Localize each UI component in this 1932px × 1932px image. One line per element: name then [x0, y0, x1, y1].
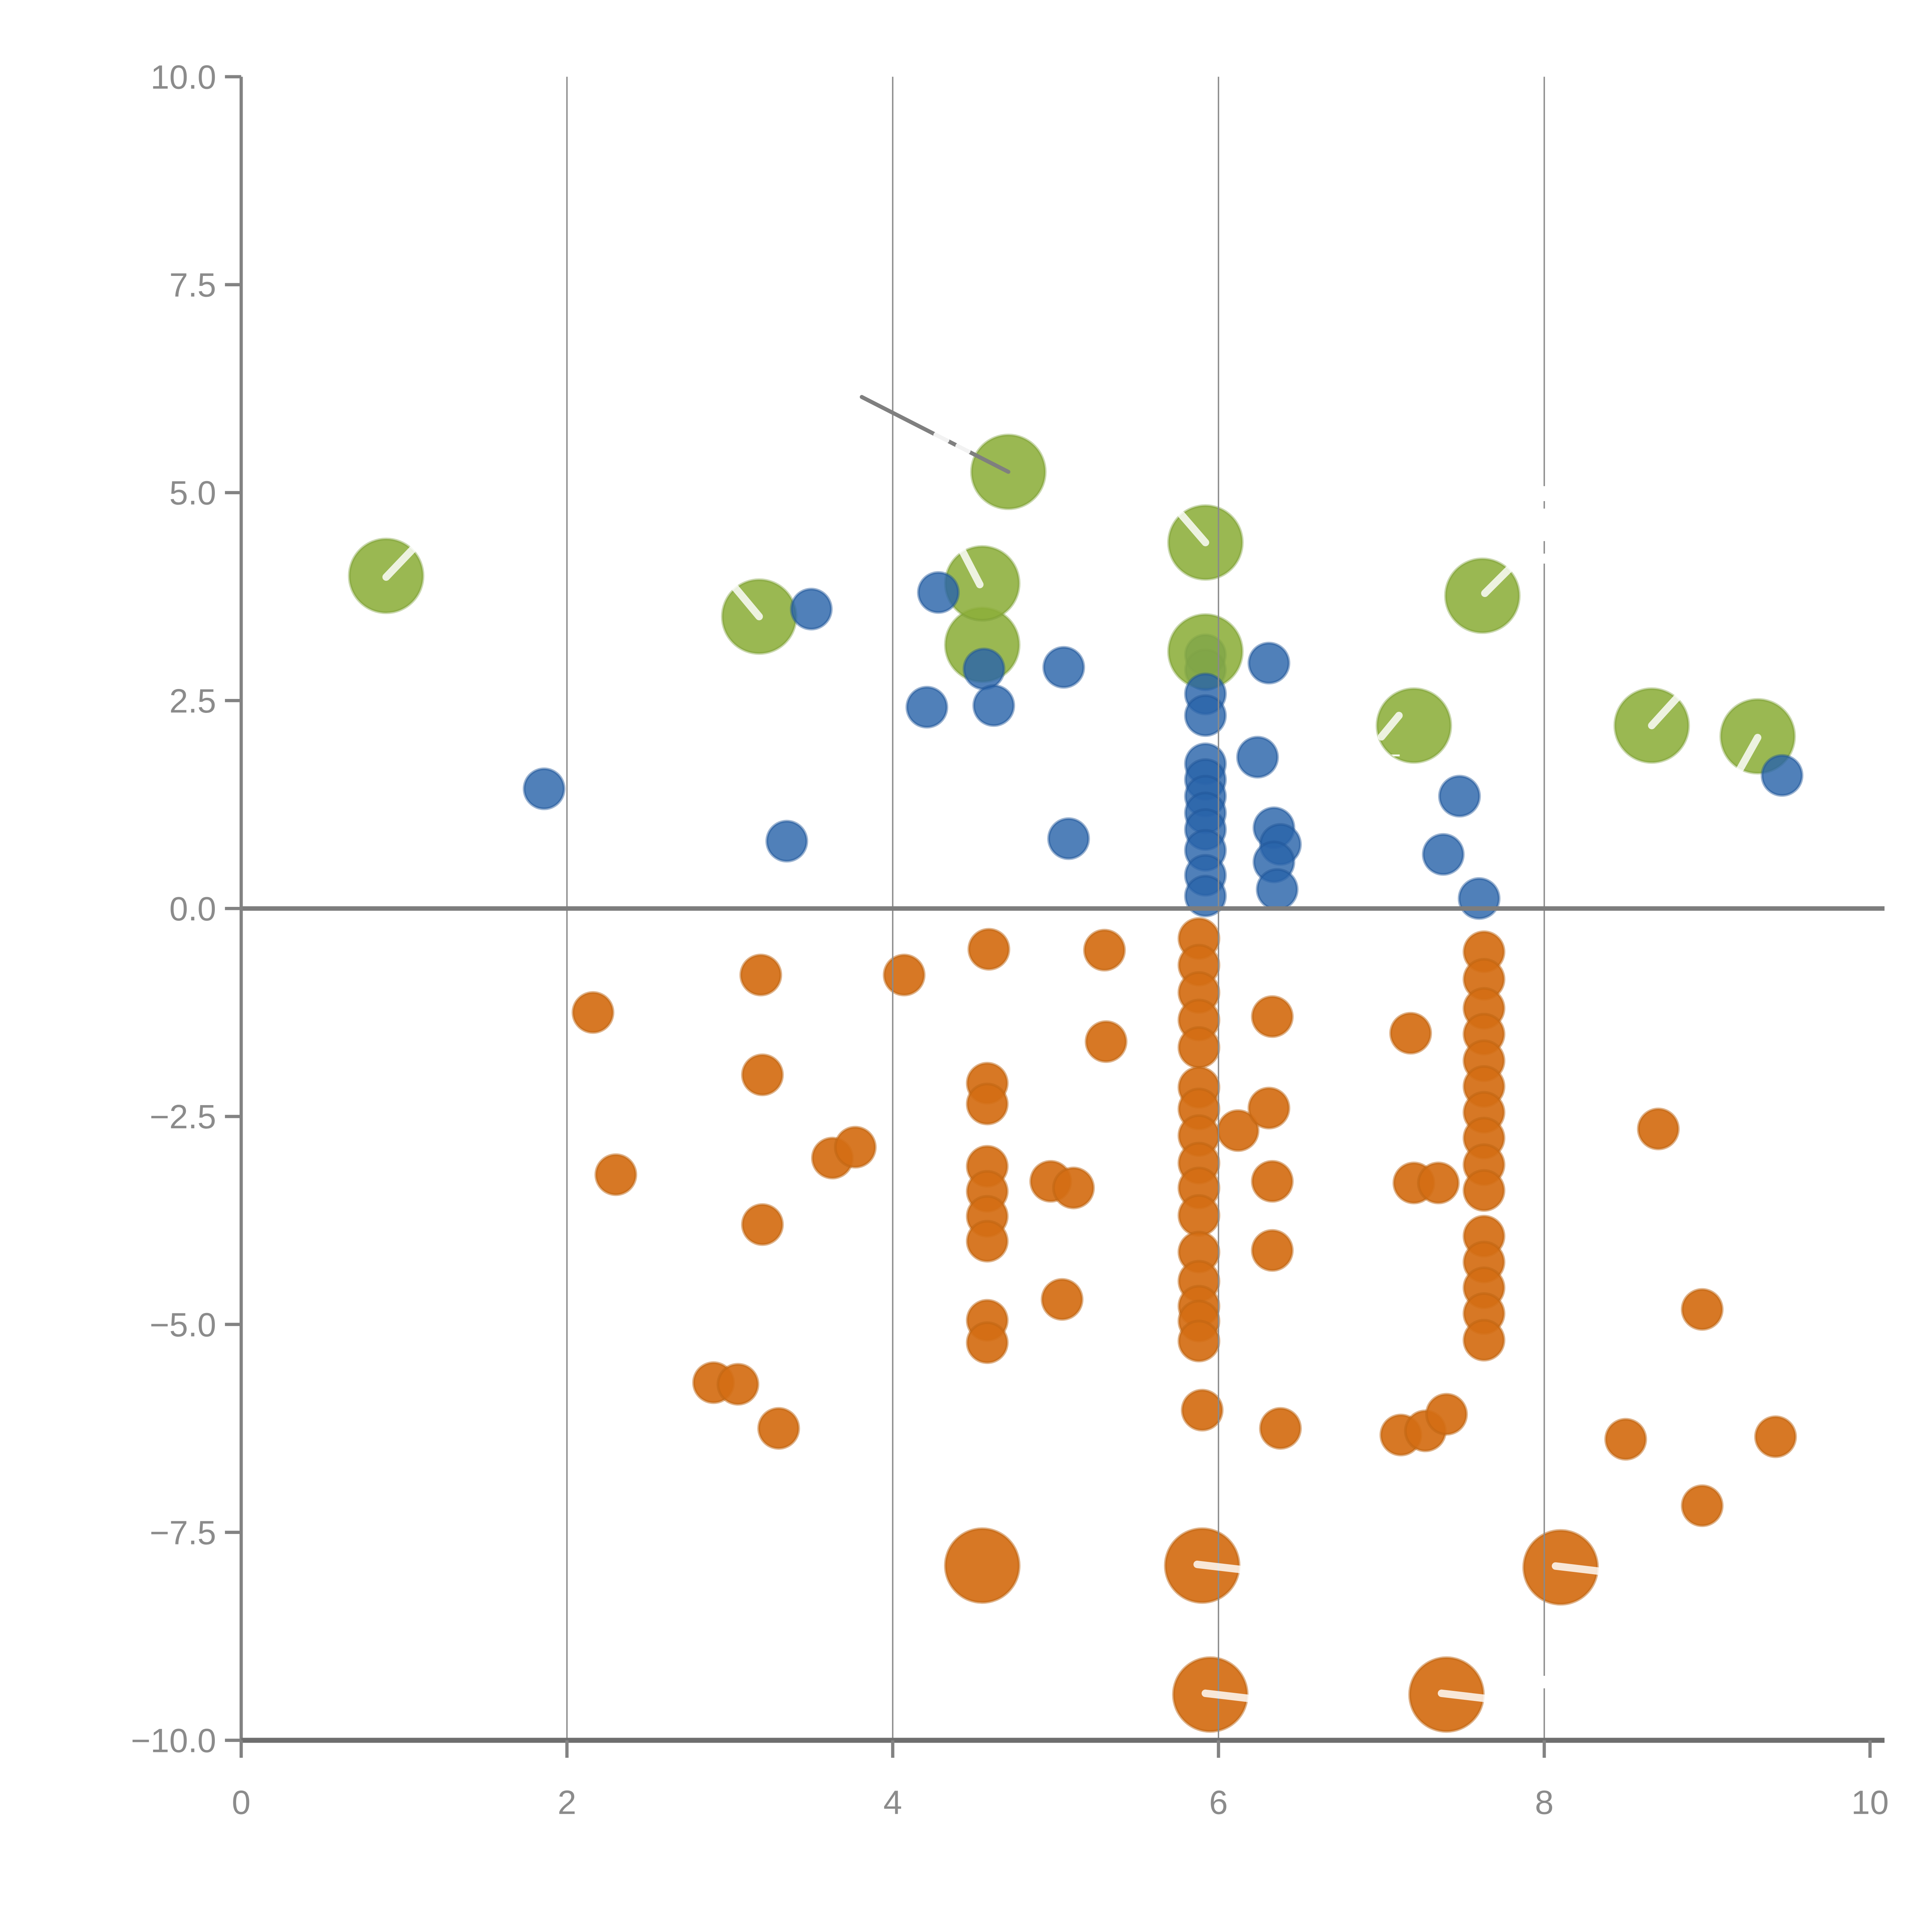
data-point-orange: [741, 1203, 784, 1246]
y-tick-label: 5.0: [169, 474, 216, 512]
y-tick-label: 2.5: [169, 682, 216, 720]
data-point-orange: [1417, 1162, 1460, 1204]
data-point-blue: [1422, 833, 1465, 876]
data-point-orange: [1604, 1418, 1647, 1461]
data-point-blue: [765, 820, 808, 863]
data-point-green-large: [1376, 687, 1452, 764]
data-point-orange: [1251, 1160, 1294, 1203]
x-tick-label: 4: [883, 1784, 902, 1821]
white-slash-mark: [958, 547, 984, 588]
data-point-blue: [1236, 736, 1279, 779]
data-point-orange: [834, 1126, 877, 1169]
y-tick-label: 0.0: [169, 890, 216, 928]
data-point-orange: [594, 1153, 638, 1196]
white-slash-mark: [1201, 1689, 1252, 1702]
data-point-orange: [1425, 1393, 1468, 1436]
data-point-blue: [1247, 641, 1291, 685]
white-slash-mark: [1437, 1689, 1488, 1702]
data-point-blue: [522, 767, 566, 810]
data-point-blue: [1047, 817, 1090, 860]
data-point-orange: [757, 1407, 800, 1450]
data-point-blue: [1256, 868, 1299, 911]
white-gap-on-annotation-line: [955, 442, 971, 455]
data-point-orange: [1177, 1026, 1221, 1069]
data-point-orange: [1177, 1320, 1221, 1362]
data-point-blue: [917, 571, 960, 614]
x-tick-label: 0: [232, 1784, 251, 1821]
white-slash-mark: [1552, 1562, 1602, 1575]
data-point-orange: [1041, 1278, 1084, 1321]
y-tick-label: −7.5: [150, 1514, 216, 1551]
white-slash-mark: [1481, 564, 1514, 597]
data-point-orange: [1251, 1229, 1294, 1272]
data-point-blue: [1184, 694, 1227, 737]
data-point-orange: [739, 953, 782, 997]
data-point-blue: [963, 647, 1005, 690]
data-point-blue: [1438, 775, 1481, 818]
data-point-blue: [1458, 877, 1501, 920]
data-point-orange: [571, 991, 614, 1034]
data-point-orange: [1251, 995, 1294, 1038]
data-point-orange: [1463, 1319, 1505, 1362]
data-point-orange: [1389, 1012, 1432, 1055]
data-point-orange: [741, 1053, 784, 1096]
data-point-orange: [1463, 1169, 1505, 1212]
data-point-blue: [1760, 754, 1804, 797]
data-point-blue: [790, 588, 833, 631]
data-point-orange: [1052, 1167, 1095, 1209]
data-point-orange: [966, 1219, 1009, 1263]
white-slash-mark: [1736, 734, 1762, 773]
x-tick-label: 8: [1535, 1784, 1554, 1821]
data-point-orange: [1680, 1288, 1724, 1331]
white-slash-mark: [1178, 511, 1209, 546]
x-tick-label: 6: [1209, 1784, 1228, 1821]
data-point-orange: [1180, 1389, 1224, 1432]
white-slash-mark: [730, 583, 763, 621]
data-point-orange: [883, 953, 926, 997]
x-tick-label: 2: [558, 1784, 577, 1821]
data-point-blue: [972, 684, 1015, 727]
y-tick-label: −5.0: [150, 1306, 216, 1344]
data-point-orange: [967, 928, 1010, 971]
data-point-orange: [1247, 1087, 1291, 1130]
data-point-orange: [1754, 1415, 1797, 1458]
data-point-orange: [1177, 1194, 1221, 1237]
data-point-blue: [1184, 874, 1227, 918]
y-tick-label: −2.5: [150, 1098, 216, 1136]
data-point-blue: [1042, 646, 1085, 689]
y-tick-label: 10.0: [151, 58, 216, 96]
data-point-orange: [1083, 929, 1126, 972]
data-point-orange: [966, 1082, 1009, 1126]
white-gap-on-annotation-line: [933, 431, 949, 444]
data-point-orange-large: [944, 1527, 1021, 1604]
white-slash-mark: [1193, 1560, 1244, 1573]
white-slash-mark: [382, 546, 416, 581]
data-point-orange: [1085, 1020, 1128, 1063]
data-point-orange: [716, 1363, 760, 1406]
y-tick-label: −10.0: [131, 1722, 216, 1760]
data-point-orange: [966, 1321, 1009, 1364]
data-point-orange: [1637, 1107, 1680, 1151]
y-tick-label: 7.5: [169, 266, 216, 304]
data-point-orange: [1259, 1407, 1302, 1450]
data-point-blue: [905, 685, 949, 729]
white-slash-mark: [1378, 712, 1403, 741]
white-slash-mark: [1648, 694, 1681, 730]
data-point-orange: [1680, 1484, 1724, 1527]
x-tick-label: 10: [1851, 1784, 1889, 1821]
